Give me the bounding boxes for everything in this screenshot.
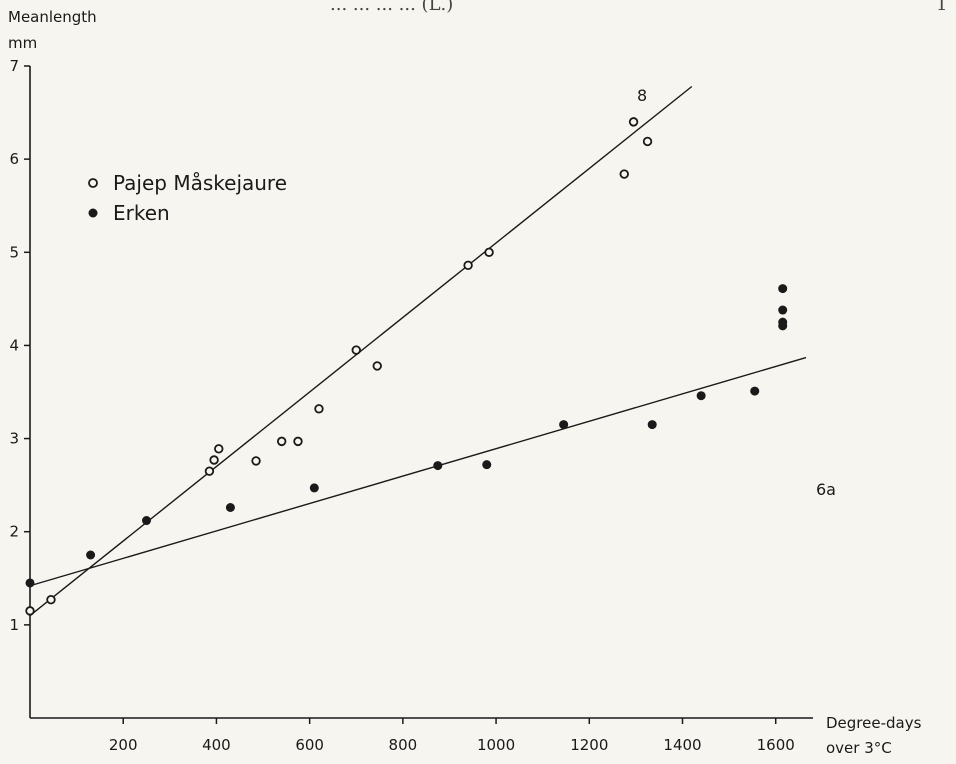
x-tick-label: 1200 [570, 736, 608, 754]
y-tick-label: 4 [9, 336, 19, 354]
y-tick-label: 2 [9, 523, 19, 541]
data-point-open [25, 606, 35, 616]
data-point-open [372, 361, 382, 371]
y-axis-title-line1: Meanlength [8, 8, 97, 26]
x-tick-label: 600 [295, 736, 324, 754]
data-point-filled [696, 391, 706, 401]
data-point-open [628, 117, 639, 127]
x-tick-label: 200 [109, 736, 138, 754]
data-point-filled [647, 420, 657, 430]
data-point-open [463, 260, 473, 271]
y-tick-label: 6 [9, 150, 19, 168]
data-point-open [251, 456, 261, 466]
data-point-open [642, 136, 653, 147]
page-number-fragment: 1 [936, 0, 947, 15]
data-point-open [619, 169, 629, 179]
legend-filled-circle-icon [88, 208, 98, 218]
data-point-open [314, 404, 324, 414]
data-point-filled [778, 317, 788, 327]
panel-label: 6a [816, 480, 836, 499]
data-point-filled [778, 284, 788, 294]
fit-line-erken [29, 356, 807, 587]
data-point-filled [482, 460, 492, 470]
y-tick-label: 7 [9, 57, 19, 75]
data-point-filled [309, 483, 319, 493]
data-point-open [276, 436, 287, 447]
data-point-open [204, 466, 215, 476]
data-point-filled [433, 461, 443, 471]
legend-label-erken: Erken [113, 201, 170, 225]
data-point-open [209, 455, 219, 465]
data-point-filled [750, 386, 760, 396]
x-tick-label: 1600 [757, 736, 795, 754]
y-tick-label: 5 [9, 243, 19, 261]
fit-lines [29, 85, 807, 617]
data-point-open [484, 247, 494, 257]
page-header-fragment: ... ... ... ... (L.) [330, 0, 453, 15]
data-point-filled [225, 502, 235, 512]
x-tick-label: 1000 [477, 736, 515, 754]
y-tick-label: 1 [9, 616, 19, 634]
data-point-filled [86, 550, 96, 560]
data-point-filled [778, 305, 788, 315]
axes: 1 2 3 4 5 6 7 200 400 600 800 1000 1200 1400 1600 [9, 57, 813, 754]
data-point-filled [559, 420, 569, 430]
x-tick-label: 400 [202, 736, 231, 754]
x-tick-label: 1400 [663, 736, 701, 754]
data-point-open [46, 595, 56, 605]
data-point-filled [25, 578, 35, 588]
data-points [25, 117, 788, 616]
line-label-8: 8 [637, 86, 647, 105]
x-axis-title-line2: over 3°C [826, 739, 892, 757]
legend: Pajep Måskejaure Erken [88, 171, 287, 225]
data-point-open [214, 444, 224, 454]
data-point-filled [142, 516, 152, 526]
data-point-open [293, 436, 303, 447]
x-tick-label: 800 [389, 736, 418, 754]
x-axis-title-line1: Degree-days [826, 714, 922, 732]
data-point-open [351, 345, 361, 355]
y-axis-title-line2: mm [8, 34, 37, 52]
y-tick-label: 3 [9, 430, 19, 448]
legend-label-pajep: Pajep Måskejaure [113, 171, 287, 195]
fit-line-pajep [29, 85, 693, 617]
legend-open-circle-icon [88, 178, 98, 188]
